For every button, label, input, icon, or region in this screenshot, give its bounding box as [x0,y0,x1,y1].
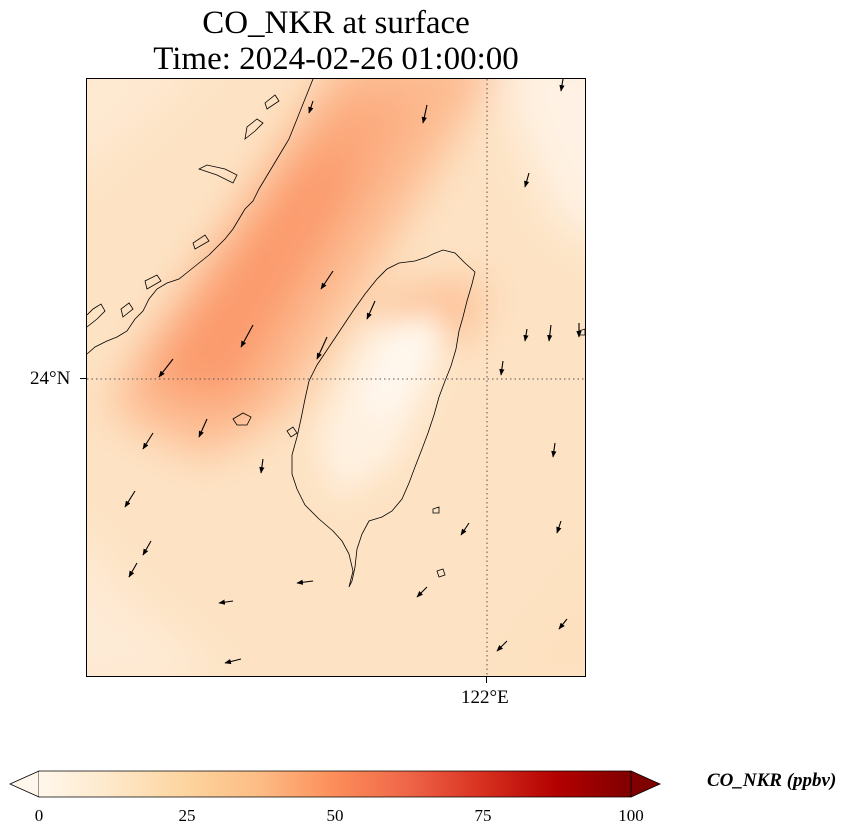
colorbar-tick-label: 25 [178,806,196,825]
colorbar [9,770,661,798]
lat-tick-mark [80,378,86,379]
colorbar-max-extend [630,770,661,798]
colorbar-label: CO_NKR (ppbv) [707,770,837,791]
lat-tick-label: 24°N [30,368,71,389]
colorbar-tick-label: 0 [34,806,44,825]
concentration-field [87,79,585,676]
map-panel [86,78,586,677]
island-low-values [317,309,447,499]
map-title: CO_NKR at surface [202,5,470,41]
colorbar-tick-label: 50 [326,806,344,825]
lon-tick-label: 122°E [461,687,509,708]
gridlines [87,79,585,676]
colorbar-gradient [39,771,631,797]
mainland-coastline [87,79,314,355]
map-time-subtitle: Time: 2024-02-26 01:00:00 [153,41,519,77]
colorbar-tick-label: 75 [474,806,492,825]
lon-tick-mark [486,677,487,683]
map-canvas [87,79,585,676]
coastlines [87,79,585,588]
colorbar-tick-label: 100 [618,806,644,825]
colorbar-min-extend [9,770,40,798]
wind-vectors [124,79,582,665]
taiwan-coastline [291,249,476,588]
